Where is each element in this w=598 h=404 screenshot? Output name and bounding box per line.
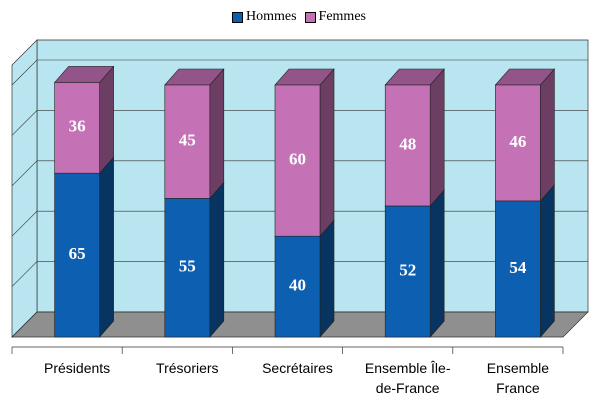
bar-side <box>319 219 335 338</box>
bar-side <box>209 181 225 338</box>
legend-item: Hommes <box>231 9 297 25</box>
bar <box>384 205 431 338</box>
x-tick-label: Ensemble France <box>486 360 550 396</box>
bar <box>54 82 100 174</box>
legend: Hommes Femmes <box>0 9 598 25</box>
data-label: 55 <box>179 257 196 276</box>
bar <box>164 84 211 199</box>
bar-side <box>209 68 225 200</box>
grid-line <box>11 59 588 86</box>
data-label: 52 <box>399 260 416 279</box>
data-label: 45 <box>179 131 196 150</box>
x-tick-label: Trésoriers <box>156 360 219 376</box>
bar-side <box>99 65 114 174</box>
bar <box>54 172 100 338</box>
bar <box>274 84 321 237</box>
legend-item: Femmes <box>304 9 366 25</box>
data-label: 60 <box>289 150 306 169</box>
data-label: 48 <box>399 134 416 153</box>
bar-side <box>540 68 555 202</box>
legend-swatch <box>231 11 243 23</box>
bar-side <box>540 184 555 338</box>
side-wall <box>11 39 38 338</box>
data-label: 36 <box>69 117 86 136</box>
x-tick-label: Ensemble Île-de-France <box>364 360 451 396</box>
x-tick-label: Secrétaires <box>262 360 333 376</box>
legend-label: Hommes <box>245 9 297 24</box>
bar <box>274 235 321 338</box>
bar-side <box>429 189 445 338</box>
bar-side <box>319 68 335 237</box>
legend-label: Femmes <box>318 9 366 24</box>
x-tick-label: Présidents <box>44 360 111 376</box>
bar <box>384 84 431 207</box>
data-label: 54 <box>509 258 527 277</box>
bar <box>495 84 541 202</box>
data-label: 40 <box>289 276 306 295</box>
bar <box>495 200 541 338</box>
bar-side <box>99 156 114 338</box>
data-label: 46 <box>509 132 526 151</box>
bar-side <box>429 68 445 207</box>
legend-swatch <box>304 11 316 23</box>
data-label: 65 <box>69 244 86 263</box>
